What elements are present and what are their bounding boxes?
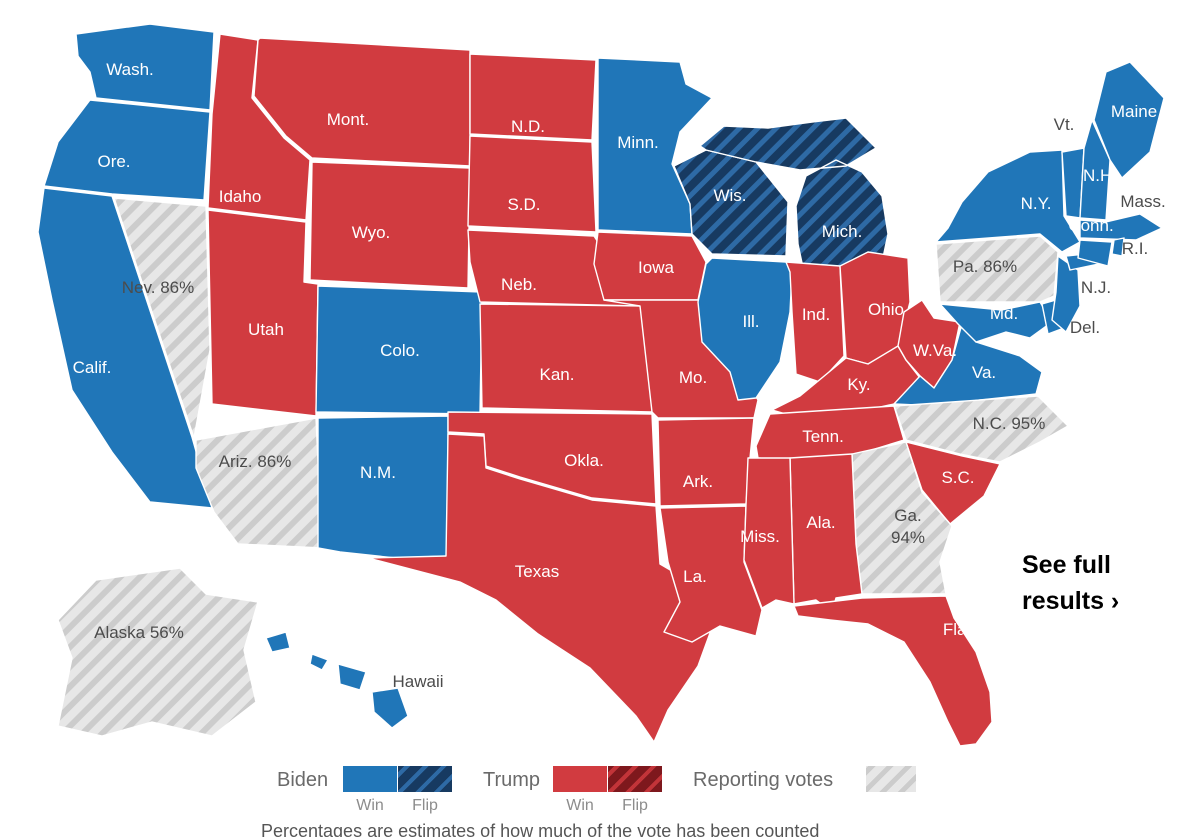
see-full-results-link[interactable]: See full results › [1022,547,1172,620]
legend-biden-flip-swatch [398,766,452,792]
state-nc[interactable] [893,395,1069,463]
state-co[interactable] [315,285,483,415]
state-nj[interactable] [1051,255,1081,333]
state-wy[interactable] [309,161,471,289]
legend-trump-win-caption: Win [566,797,594,814]
state-me[interactable] [1093,61,1165,179]
legend-trump-flip-caption: Flip [622,797,648,814]
state-hi[interactable] [265,631,409,729]
state-nd[interactable] [469,53,597,141]
state-ri[interactable] [1111,237,1125,257]
legend-biden-flip-caption: Flip [412,797,438,814]
legend-reporting-swatch [866,766,916,792]
state-ia[interactable] [593,231,707,301]
state-az[interactable] [195,417,323,549]
state-ok[interactable] [447,411,657,505]
state-ma[interactable] [1079,213,1163,241]
state-ar[interactable] [657,417,755,507]
see-full-results-line2: results › [1022,587,1120,616]
legend-biden-win-caption: Win [356,797,384,814]
see-full-results-line1: See full [1022,551,1111,579]
state-nv[interactable] [113,197,211,439]
map-caption: Percentages are estimates of how much of… [261,821,820,837]
legend-biden-win-swatch [343,766,397,792]
state-or[interactable] [43,99,211,201]
state-pa[interactable] [935,235,1059,303]
legend-reporting-label: Reporting votes [693,769,834,791]
state-ut[interactable] [207,209,319,417]
state-ct[interactable] [1077,239,1113,267]
us-map [37,23,1165,747]
state-fl[interactable] [793,595,993,747]
state-md[interactable] [939,301,1053,343]
legend-trump-label: Trump [483,769,541,791]
state-al[interactable] [789,453,863,613]
legend-biden-label: Biden [277,769,329,791]
state-ak[interactable] [57,567,259,737]
legend-trump-flip-swatch [608,766,662,792]
state-ks[interactable] [479,303,657,413]
state-wa[interactable] [75,23,215,111]
state-nh[interactable] [1079,119,1111,221]
state-in[interactable] [785,261,845,383]
state-tx[interactable] [367,433,715,743]
state-sd[interactable] [467,135,597,233]
legend-trump-win-swatch [553,766,607,792]
state-nm[interactable] [317,415,449,559]
state-ca[interactable] [37,187,213,509]
state-ms[interactable] [743,457,795,609]
